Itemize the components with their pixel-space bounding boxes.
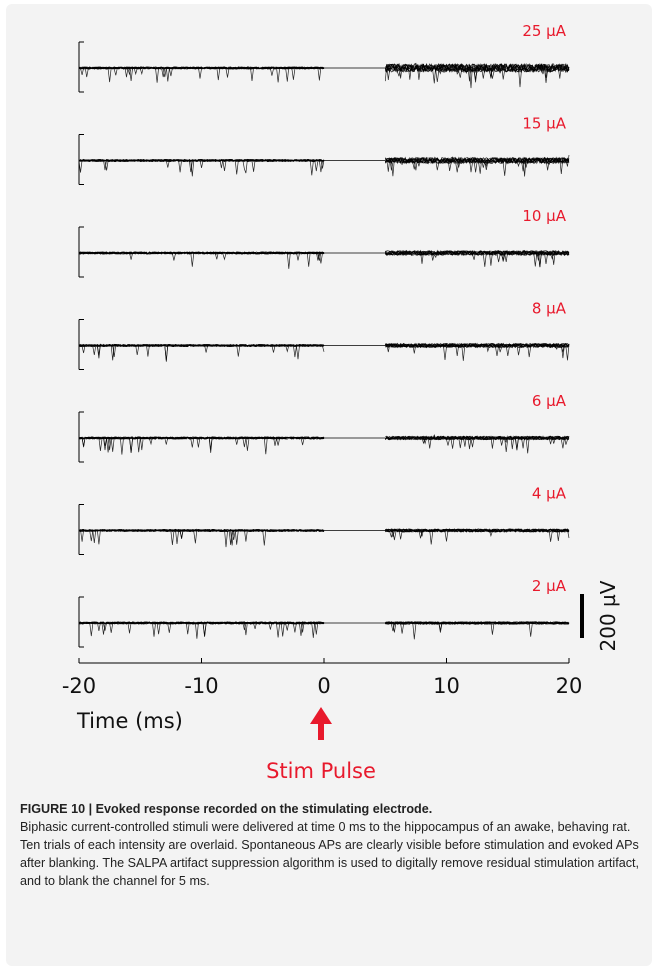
x-tick-label: 10 bbox=[433, 674, 460, 698]
trial-trace bbox=[385, 435, 569, 441]
trial-trace bbox=[78, 436, 325, 453]
trial-trace bbox=[385, 63, 570, 83]
trace-panel: 8 µA bbox=[78, 300, 570, 370]
trace-panel: 4 µA bbox=[78, 485, 570, 555]
trace-panel: 15 µA bbox=[78, 115, 570, 185]
trial-trace bbox=[384, 62, 570, 84]
trial-trace bbox=[384, 62, 570, 79]
trial-trace bbox=[385, 156, 570, 171]
trial-trace bbox=[78, 251, 325, 269]
figure-caption: FIGURE 10 | Evoked response recorded on … bbox=[20, 800, 642, 890]
stim-arrow-icon bbox=[310, 707, 332, 740]
figure-panel bbox=[6, 4, 652, 966]
trial-trace bbox=[385, 250, 570, 267]
trial-trace bbox=[385, 435, 570, 454]
trial-trace bbox=[78, 159, 325, 168]
trial-trace bbox=[78, 251, 325, 255]
intensity-label: 8 µA bbox=[532, 300, 567, 318]
scale-bar-label: 200 µV bbox=[596, 580, 620, 651]
trial-trace bbox=[384, 249, 570, 261]
trial-trace bbox=[78, 621, 325, 638]
intensity-label: 10 µA bbox=[522, 207, 566, 225]
trial-trace bbox=[78, 436, 325, 455]
trial-trace bbox=[78, 343, 325, 361]
x-tick-label: 20 bbox=[556, 674, 583, 698]
evoked-response-plot: 25 µA 15 µA 10 µA 8 µA 6 µA 4 µA 2 µA -20 -10 0 1… bbox=[62, 22, 620, 783]
intensity-label: 2 µA bbox=[532, 577, 567, 595]
caption-body: Biphasic current-controlled stimuli were… bbox=[20, 820, 640, 888]
intensity-label: 15 µA bbox=[522, 115, 566, 133]
intensity-label: 4 µA bbox=[532, 485, 567, 503]
caption-title: FIGURE 10 | Evoked response recorded on … bbox=[20, 802, 433, 816]
trace-panel: 6 µA bbox=[78, 392, 570, 463]
trace-panel: 2 µA bbox=[78, 577, 570, 648]
trace-panel: 10 µA bbox=[78, 207, 570, 278]
trace-panels: 25 µA 15 µA 10 µA 8 µA 6 µA 4 µA 2 µA bbox=[78, 22, 570, 648]
trial-trace bbox=[78, 66, 325, 78]
trial-trace bbox=[385, 621, 570, 625]
trace-panel: 25 µA bbox=[78, 22, 570, 93]
x-axis: -20 -10 0 10 20 bbox=[62, 658, 583, 698]
intensity-label: 25 µA bbox=[522, 22, 566, 40]
x-tick-label: -10 bbox=[184, 674, 218, 698]
intensity-label: 6 µA bbox=[532, 392, 567, 410]
trial-trace bbox=[384, 249, 570, 267]
x-tick-label: -20 bbox=[62, 674, 96, 698]
trial-trace bbox=[385, 528, 570, 540]
x-axis-title: Time (ms) bbox=[76, 709, 183, 733]
trial-trace bbox=[78, 528, 325, 548]
trial-trace bbox=[385, 249, 570, 262]
trial-trace bbox=[385, 342, 570, 353]
stim-pulse-label: Stim Pulse bbox=[266, 759, 376, 783]
trial-trace bbox=[384, 63, 570, 83]
trial-trace bbox=[79, 66, 325, 81]
scale-bar bbox=[580, 594, 584, 638]
x-tick-label: 0 bbox=[317, 674, 330, 698]
